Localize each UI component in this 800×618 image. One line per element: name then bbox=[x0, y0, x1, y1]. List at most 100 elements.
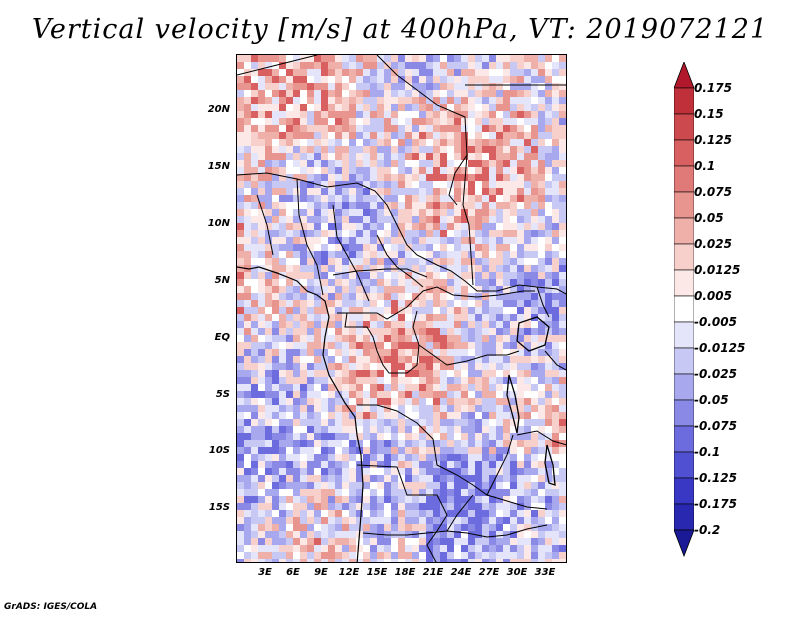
field-cell bbox=[321, 104, 329, 112]
field-cell bbox=[363, 223, 371, 231]
field-cell bbox=[447, 258, 455, 266]
field-cell bbox=[265, 223, 273, 231]
field-cell bbox=[412, 468, 420, 476]
field-cell bbox=[342, 104, 350, 112]
field-cell bbox=[293, 391, 301, 399]
field-cell bbox=[391, 167, 399, 175]
field-cell bbox=[258, 510, 266, 518]
field-cell bbox=[419, 419, 427, 427]
field-cell bbox=[279, 405, 287, 413]
field-cell bbox=[237, 559, 245, 562]
field-cell bbox=[251, 258, 259, 266]
field-cell bbox=[503, 160, 511, 168]
coastline bbox=[237, 266, 364, 562]
field-cell bbox=[531, 482, 539, 490]
field-cell bbox=[356, 174, 364, 182]
field-cell bbox=[384, 545, 392, 553]
field-cell bbox=[433, 328, 441, 336]
field-cell bbox=[307, 433, 315, 441]
field-cell bbox=[377, 398, 385, 406]
field-cell bbox=[552, 69, 560, 77]
field-cell bbox=[482, 139, 490, 147]
field-cell bbox=[524, 342, 532, 350]
field-cell bbox=[496, 223, 504, 231]
field-cell bbox=[426, 90, 434, 98]
field-cell bbox=[300, 545, 308, 553]
field-cell bbox=[293, 62, 301, 70]
field-cell bbox=[342, 209, 350, 217]
field-cell bbox=[272, 181, 280, 189]
field-cell bbox=[440, 195, 448, 203]
field-cell bbox=[545, 139, 553, 147]
field-cell bbox=[426, 454, 434, 462]
field-cell bbox=[335, 76, 343, 84]
field-cell bbox=[335, 293, 343, 301]
field-cell bbox=[538, 468, 546, 476]
field-cell bbox=[524, 321, 532, 329]
field-cell bbox=[447, 251, 455, 259]
field-cell bbox=[489, 391, 497, 399]
field-cell bbox=[503, 426, 511, 434]
field-cell bbox=[510, 321, 518, 329]
field-cell bbox=[244, 314, 252, 322]
field-cell bbox=[272, 279, 280, 287]
field-cell bbox=[384, 188, 392, 196]
field-cell bbox=[300, 489, 308, 497]
field-cell bbox=[433, 160, 441, 168]
field-cell bbox=[391, 391, 399, 399]
field-cell bbox=[433, 412, 441, 420]
field-cell bbox=[517, 104, 525, 112]
field-cell bbox=[293, 335, 301, 343]
field-cell bbox=[272, 118, 280, 126]
country-borders bbox=[237, 55, 566, 562]
field-cell bbox=[545, 111, 553, 119]
field-cell bbox=[349, 559, 357, 562]
field-cell bbox=[475, 286, 483, 294]
field-cell bbox=[398, 482, 406, 490]
field-cell bbox=[510, 307, 518, 315]
field-cell bbox=[426, 328, 434, 336]
field-cell bbox=[503, 265, 511, 273]
field-cell bbox=[300, 286, 308, 294]
field-cell bbox=[566, 405, 567, 413]
field-cell bbox=[482, 55, 490, 63]
field-cell bbox=[363, 90, 371, 98]
field-cell bbox=[272, 251, 280, 259]
field-cell bbox=[510, 62, 518, 70]
field-cell bbox=[440, 552, 448, 560]
field-cell bbox=[265, 314, 273, 322]
field-cell bbox=[237, 146, 245, 154]
field-cell bbox=[524, 223, 532, 231]
field-cell bbox=[237, 188, 245, 196]
field-cell bbox=[321, 489, 329, 497]
field-cell bbox=[496, 97, 504, 105]
field-cell bbox=[237, 363, 245, 371]
field-cell bbox=[433, 279, 441, 287]
field-cell bbox=[251, 538, 259, 546]
field-cell bbox=[454, 517, 462, 525]
field-cell bbox=[552, 517, 560, 525]
field-cell bbox=[447, 125, 455, 133]
field-cell bbox=[370, 454, 378, 462]
field-cell bbox=[342, 475, 350, 483]
field-cell bbox=[496, 370, 504, 378]
field-cell bbox=[356, 496, 364, 504]
field-cell bbox=[503, 377, 511, 385]
field-cell bbox=[510, 90, 518, 98]
field-cell bbox=[321, 244, 329, 252]
field-cell bbox=[272, 272, 280, 280]
field-cell bbox=[538, 398, 546, 406]
colorbar-label: -0.125 bbox=[694, 471, 737, 485]
field-cell bbox=[489, 230, 497, 238]
field-cell bbox=[321, 251, 329, 259]
field-cell bbox=[370, 195, 378, 203]
field-cell bbox=[258, 489, 266, 497]
field-cell bbox=[384, 447, 392, 455]
field-cell bbox=[363, 363, 371, 371]
field-cell bbox=[391, 482, 399, 490]
field-cell bbox=[251, 167, 259, 175]
field-cell bbox=[545, 209, 553, 217]
field-cell bbox=[405, 62, 413, 70]
field-cell bbox=[279, 132, 287, 140]
field-cell bbox=[321, 181, 329, 189]
